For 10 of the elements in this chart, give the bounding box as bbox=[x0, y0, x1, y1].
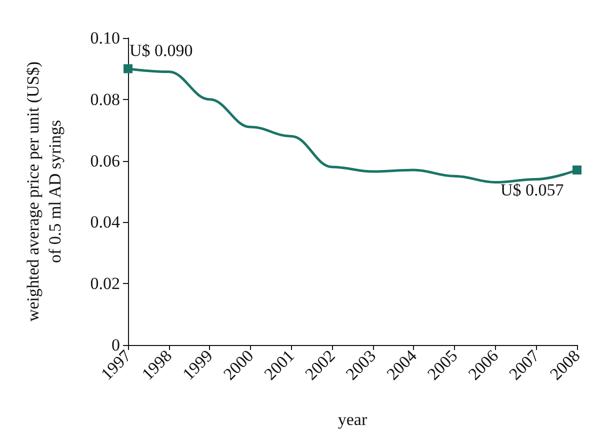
y-tick-label: 0.02 bbox=[90, 274, 120, 294]
y-tick-label: 0.08 bbox=[90, 90, 120, 109]
data-label: U$ 0.057 bbox=[500, 180, 564, 200]
data-label: U$ 0.090 bbox=[130, 41, 193, 60]
y-tick-label: 0.04 bbox=[90, 212, 120, 232]
y-tick-label: 0 bbox=[112, 336, 120, 354]
y-tick-label: 0.06 bbox=[90, 151, 120, 170]
y-tick-label: 0.10 bbox=[90, 28, 120, 48]
y-axis-title: weighted average price per unit (US$) of 0.5 ml AD syrings bbox=[24, 61, 64, 322]
x-axis-title: year bbox=[338, 410, 368, 429]
